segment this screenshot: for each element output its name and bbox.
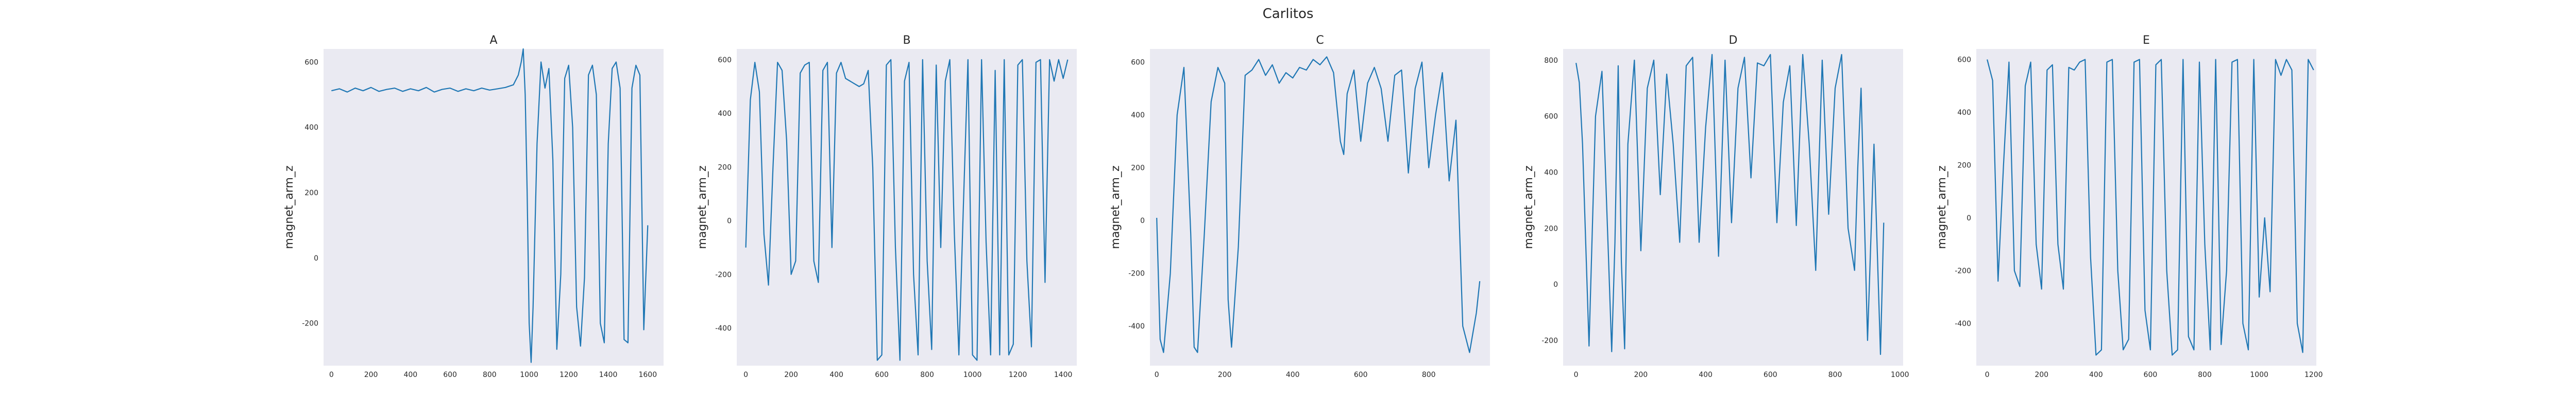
y-tick-label: 400 (304, 124, 318, 132)
y-tick-label: -200 (302, 320, 318, 328)
y-axis-label: magnet_arm_z (1522, 165, 1535, 249)
y-tick-label: 600 (1544, 113, 1558, 121)
x-tick-label: 600 (1354, 371, 1368, 379)
y-tick-label: -200 (1955, 267, 1971, 276)
plot-area (1150, 49, 1490, 366)
x-tick-label: 400 (829, 371, 843, 379)
y-tick-label: 600 (1131, 59, 1145, 67)
x-tick-label: 1200 (2304, 371, 2323, 379)
y-tick-label: 600 (304, 58, 318, 66)
x-tick-label: 1400 (1054, 371, 1073, 379)
x-tick-label: 0 (1155, 371, 1159, 379)
x-tick-label: 200 (784, 371, 798, 379)
subplot-title: B (903, 34, 910, 47)
x-tick-label: 0 (329, 371, 334, 379)
series-line-0 (331, 48, 649, 363)
y-tick-label: 0 (727, 217, 732, 226)
plot-area (1976, 49, 2316, 366)
y-axis-label: magnet_arm_z (283, 165, 296, 249)
x-tick-label: 800 (2198, 371, 2212, 379)
figure-suptitle: Carlitos (1263, 6, 1314, 22)
y-axis-label: magnet_arm_z (1936, 165, 1948, 249)
x-tick-label: 1200 (1009, 371, 1027, 379)
y-tick-label: -200 (1541, 337, 1558, 345)
y-tick-label: -400 (1955, 320, 1971, 328)
x-tick-label: 1000 (963, 371, 982, 379)
y-axis-label: magnet_arm_z (696, 165, 709, 249)
subplot-title: E (2143, 34, 2150, 47)
y-tick-label: 400 (718, 110, 732, 118)
subplot-title: C (1316, 34, 1324, 47)
x-tick-label: 600 (2144, 371, 2158, 379)
y-tick-label: 200 (1957, 162, 1971, 170)
y-tick-label: -400 (715, 324, 732, 333)
x-tick-label: 200 (1634, 371, 1648, 379)
y-tick-label: 600 (1957, 56, 1971, 64)
y-tick-label: 200 (1131, 164, 1145, 173)
y-tick-label: -400 (1128, 322, 1145, 331)
x-tick-label: 0 (1574, 371, 1579, 379)
plot-area (1563, 49, 1903, 366)
y-tick-label: 0 (314, 254, 318, 263)
x-tick-label: 400 (403, 371, 417, 379)
y-tick-label: 0 (1967, 214, 1971, 222)
x-tick-label: 400 (1286, 371, 1300, 379)
y-tick-label: 400 (1957, 109, 1971, 117)
x-tick-label: 800 (1828, 371, 1842, 379)
x-tick-label: 200 (2035, 371, 2048, 379)
x-tick-label: 0 (743, 371, 748, 379)
x-tick-label: 400 (2089, 371, 2103, 379)
x-tick-label: 0 (1985, 371, 1990, 379)
x-tick-label: 800 (920, 371, 934, 379)
series-line-0 (1987, 59, 2314, 356)
y-tick-label: -200 (1128, 270, 1145, 278)
x-tick-label: 600 (443, 371, 457, 379)
x-tick-label: 600 (875, 371, 889, 379)
x-tick-label: 800 (483, 371, 497, 379)
y-tick-label: 200 (1544, 225, 1558, 233)
plot-area (737, 49, 1077, 366)
plot-area (324, 49, 664, 366)
y-tick-label: -200 (715, 271, 732, 279)
x-tick-label: 200 (364, 371, 378, 379)
x-tick-label: 800 (1422, 371, 1436, 379)
series-line-0 (1575, 54, 1885, 355)
x-tick-label: 1000 (1891, 371, 1909, 379)
x-tick-label: 1600 (638, 371, 657, 379)
y-tick-label: 400 (1131, 111, 1145, 119)
y-tick-label: 600 (718, 56, 732, 64)
x-tick-label: 1000 (520, 371, 538, 379)
series-line-0 (745, 59, 1069, 361)
y-tick-label: 0 (1553, 281, 1558, 289)
x-tick-label: 200 (1218, 371, 1232, 379)
x-tick-label: 400 (1699, 371, 1713, 379)
subplot-title: A (489, 34, 497, 47)
y-tick-label: 200 (304, 189, 318, 197)
x-tick-label: 1400 (599, 371, 618, 379)
x-tick-label: 600 (1764, 371, 1777, 379)
y-tick-label: 200 (718, 163, 732, 171)
subplot-title: D (1729, 34, 1738, 47)
y-tick-label: 400 (1544, 168, 1558, 177)
series-line-0 (1156, 56, 1481, 353)
y-tick-label: 800 (1544, 57, 1558, 65)
x-tick-label: 1000 (2250, 371, 2268, 379)
y-axis-label: magnet_arm_z (1109, 165, 1122, 249)
y-tick-label: 0 (1140, 217, 1145, 225)
x-tick-label: 1200 (560, 371, 578, 379)
